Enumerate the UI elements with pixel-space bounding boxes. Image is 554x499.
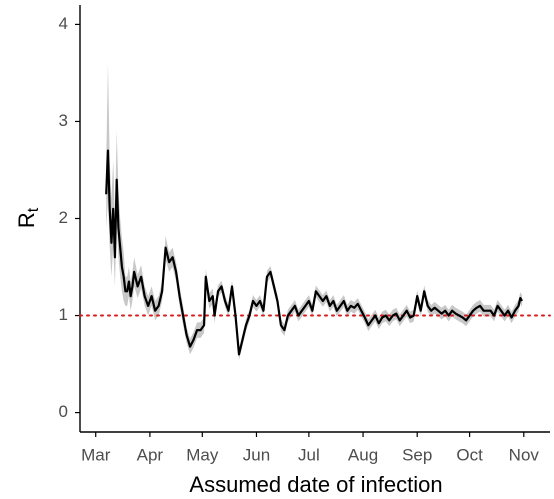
y-tick-label: 0	[59, 402, 68, 421]
y-axis-title-main: R	[14, 212, 39, 228]
y-tick-label: 1	[59, 305, 68, 324]
x-tick-label: Nov	[509, 445, 540, 464]
y-tick-label: 4	[59, 14, 68, 33]
y-axis-title: Rt	[14, 207, 42, 228]
x-tick-label: Jun	[243, 445, 270, 464]
y-tick-label: 2	[59, 208, 68, 227]
x-tick-label: May	[186, 445, 219, 464]
rt-line	[105, 149, 523, 356]
x-tick-label: Oct	[456, 445, 483, 464]
x-tick-label: Mar	[81, 445, 111, 464]
x-axis-title: Assumed date of infection	[189, 472, 442, 497]
y-axis-title-subscript: t	[25, 207, 42, 212]
x-tick-label: Apr	[137, 445, 164, 464]
y-tick-label: 3	[59, 111, 68, 130]
x-tick-label: Sep	[402, 445, 432, 464]
x-tick-label: Aug	[348, 445, 378, 464]
x-tick-label: Jul	[298, 445, 320, 464]
